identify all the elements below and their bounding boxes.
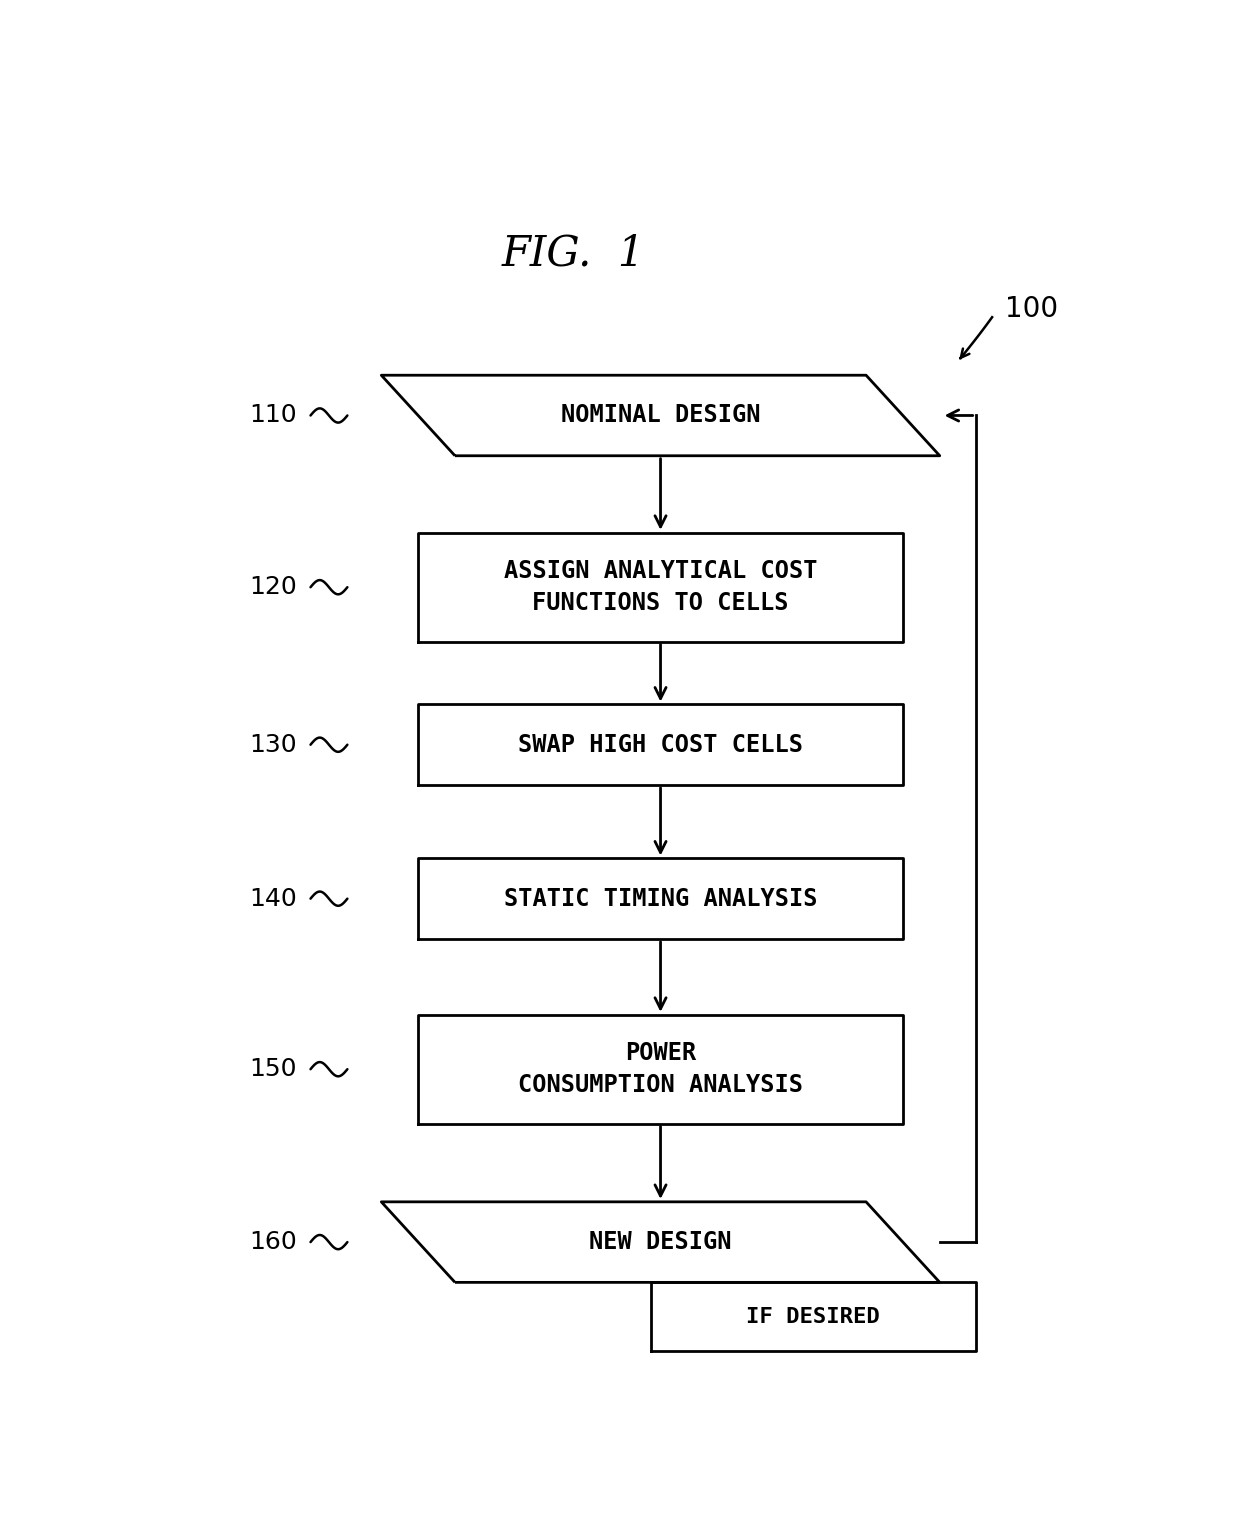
Text: NEW DESIGN: NEW DESIGN	[589, 1230, 732, 1253]
Text: FIG.  1: FIG. 1	[502, 232, 646, 274]
Text: IF DESIRED: IF DESIRED	[747, 1307, 881, 1327]
Text: NOMINAL DESIGN: NOMINAL DESIGN	[560, 403, 761, 428]
Text: 120: 120	[249, 575, 296, 600]
Text: 160: 160	[249, 1230, 296, 1253]
Text: POWER
CONSUMPTION ANALYSIS: POWER CONSUMPTION ANALYSIS	[518, 1041, 803, 1097]
Text: STATIC TIMING ANALYSIS: STATIC TIMING ANALYSIS	[504, 887, 817, 910]
Text: 130: 130	[249, 732, 296, 757]
Text: 100: 100	[1005, 295, 1058, 323]
Text: 140: 140	[249, 887, 296, 910]
Text: 110: 110	[249, 403, 296, 428]
Text: SWAP HIGH COST CELLS: SWAP HIGH COST CELLS	[518, 732, 803, 757]
Text: 150: 150	[249, 1057, 296, 1081]
Text: ASSIGN ANALYTICAL COST
FUNCTIONS TO CELLS: ASSIGN ANALYTICAL COST FUNCTIONS TO CELL…	[504, 560, 817, 615]
